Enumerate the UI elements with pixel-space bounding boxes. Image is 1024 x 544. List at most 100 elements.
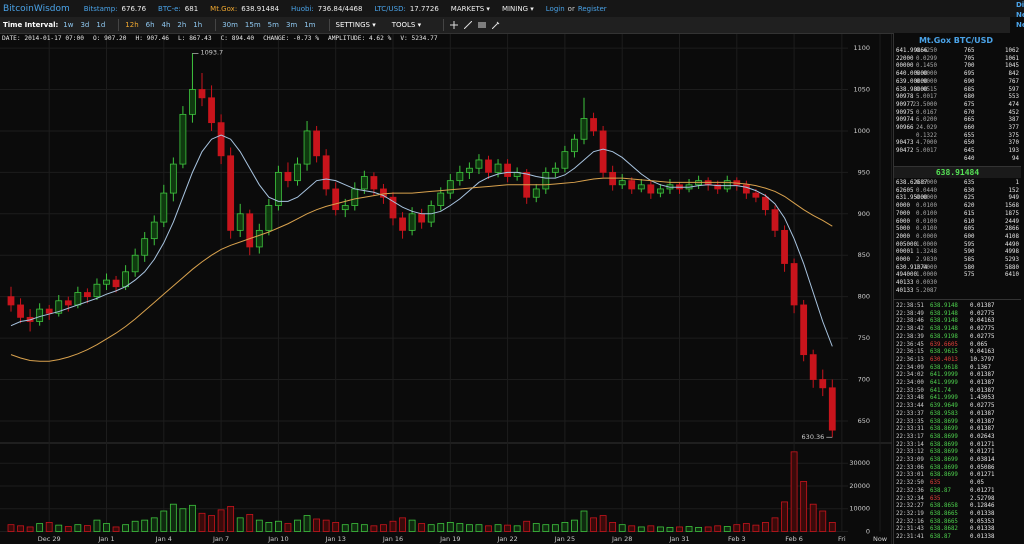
depth-total: 842 (1008, 71, 1019, 78)
book-price: 639.00000 (896, 78, 928, 85)
depth-level: 675 (964, 101, 975, 108)
pen-tool[interactable] (492, 21, 500, 29)
edge-link[interactable]: Ne (1016, 21, 1024, 29)
logo[interactable]: BitcoinWisdom (3, 3, 70, 14)
interval[interactable]: 6h (145, 21, 155, 29)
trade-price: 638.8665 (930, 510, 958, 517)
volume-bar (332, 521, 340, 532)
interval[interactable]: 5m (267, 21, 279, 29)
depth-level: 595 (964, 241, 975, 248)
trade-time: 22:33:48 (896, 395, 924, 402)
chart: 650 700 750 800 850 900 950 1000 1050 1100 0 10000 2… (0, 33, 892, 544)
volume-bar (551, 524, 559, 532)
trade-row: 22:33:14 638.8699 0.01271 (894, 442, 1021, 450)
candle-body (408, 213, 416, 231)
candle-body (542, 171, 550, 190)
ticker[interactable]: Huobi: 736.84/4468 (291, 5, 362, 13)
volume-bar (294, 519, 301, 532)
trade-time: 22:31:43 (896, 526, 924, 533)
interval[interactable]: 1w (63, 21, 74, 29)
volume-bar (351, 523, 359, 532)
interval[interactable]: 1h (193, 21, 203, 29)
edge-link[interactable]: Ne (1016, 11, 1024, 19)
volume-bar (74, 524, 82, 532)
trade-amount: 10.3797 (970, 356, 995, 363)
depth-total: 4108 (1005, 233, 1019, 240)
interval[interactable]: 3d (80, 21, 90, 29)
login-link[interactable]: Login (545, 4, 565, 13)
volume-bar (762, 521, 769, 532)
interval[interactable]: 12h (125, 21, 139, 29)
ticker[interactable]: Bitstamp: 676.76 (84, 5, 146, 13)
trade-amount: 0.05 (970, 480, 984, 487)
volume-bar (408, 519, 416, 532)
book-price: 90473 (896, 140, 914, 147)
interval[interactable]: 3m (285, 21, 298, 29)
trade-price: 630.4013 (930, 356, 958, 363)
ticker[interactable]: LTC/USD: 17.7726 (374, 5, 438, 13)
book-price: 00000 (896, 63, 914, 70)
trade-price: 638.8658 (930, 503, 958, 510)
trade-price: 638.9148 (930, 318, 958, 325)
book-amount: 5.0017 (916, 148, 937, 155)
depth-level: 670 (964, 109, 975, 116)
candle-body (150, 221, 158, 240)
depth-total: 1061 (1005, 55, 1019, 62)
trade-amount: 0.01387 (970, 372, 995, 379)
depth-level: 630 (964, 187, 975, 194)
menu[interactable]: MINING ▾ (501, 4, 534, 13)
trade-price: 638.9198 (930, 333, 958, 340)
book-price: 40133 (896, 287, 914, 294)
trade-amount: 0.02775 (970, 310, 995, 317)
menu[interactable]: MARKETS ▾ (450, 4, 490, 13)
volume-bar (122, 524, 129, 532)
interval[interactable]: 4h (161, 21, 171, 29)
depth-level: 625 (964, 195, 975, 202)
depth-level: 590 (964, 249, 975, 256)
tools-menu[interactable]: TOOLS ▾ (391, 21, 422, 29)
interval[interactable]: 1d (96, 21, 106, 29)
register-link[interactable]: Register (577, 4, 607, 13)
ticker[interactable]: BTC-e: 681 (158, 5, 198, 13)
x-tick-label: Jan 4 (155, 535, 172, 543)
interval[interactable]: 15m (244, 21, 261, 29)
edge-links: Di Ne Ne (1016, 0, 1024, 30)
interval[interactable]: 2h (177, 21, 187, 29)
volume-bar (666, 527, 674, 532)
volume-bar (504, 524, 512, 532)
trade-time: 22:31:41 (896, 534, 924, 540)
volume-bar (84, 525, 91, 532)
book-row: 639.00000 8.9000 690 767 (894, 79, 1021, 87)
candle-body (437, 192, 445, 206)
y-tick-label: 750 (858, 334, 870, 342)
ticker[interactable]: Mt.Gox: 638.91484 (210, 5, 279, 13)
line-tool[interactable] (464, 21, 473, 29)
annotation: 1093.7 (200, 48, 223, 56)
book-row: 5000 0.0100 605 2866 (894, 226, 1021, 234)
candle-body (227, 155, 235, 231)
hline-tool[interactable] (478, 21, 487, 29)
edge-link[interactable]: Di (1016, 1, 1024, 9)
candle-body (657, 188, 664, 194)
trade-row: 22:38:49 638.9148 0.02775 (894, 311, 1021, 319)
book-row: 0000 0.0100 620 1568 (894, 203, 1021, 211)
depth-level: 605 (964, 226, 975, 233)
book-amount: 0.0000 (916, 195, 937, 202)
info-item: C: 894.40 (220, 35, 255, 42)
candle-body (17, 304, 24, 318)
interval[interactable]: 1m (304, 21, 316, 29)
ticker-value: 736.84/4468 (317, 4, 363, 13)
trade-row: 22:33:06 638.8699 0.05086 (894, 465, 1021, 473)
book-row: 005000 1.0000 595 4490 (894, 242, 1021, 250)
book-row: 40133 5.2087 (894, 288, 1021, 296)
volume-bar (637, 526, 645, 532)
trade-time: 22:34:09 (896, 364, 924, 371)
candle-body (217, 122, 225, 157)
cross-tool[interactable] (450, 21, 459, 29)
book-price: 90472 (896, 148, 914, 155)
volume-bar (217, 509, 225, 532)
settings-menu[interactable]: SETTINGS ▾ (335, 21, 376, 29)
trade-row: 22:34:00 641.9999 0.01387 (894, 380, 1021, 388)
interval[interactable]: 30m (222, 21, 238, 29)
book-price: 638.98000 (896, 86, 928, 93)
